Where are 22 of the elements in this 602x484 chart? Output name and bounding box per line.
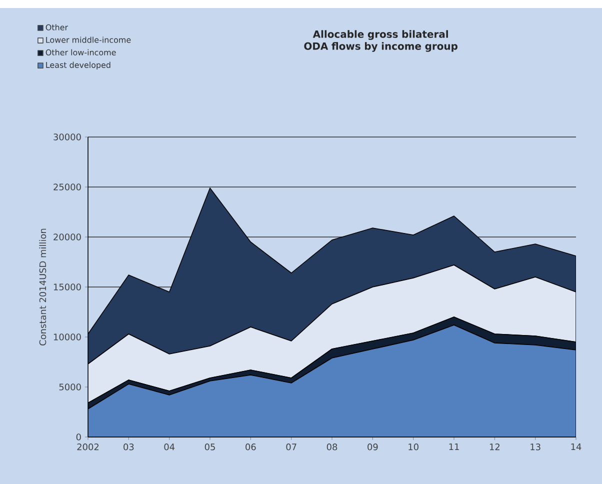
- x-tick-label: 12: [490, 444, 500, 450]
- x-tick-label: 08: [326, 444, 338, 450]
- x-tick-label: 14: [571, 444, 582, 450]
- x-tick-label: 10: [408, 444, 418, 450]
- x-tick-label: 13: [530, 444, 540, 450]
- y-tick-label: 20000: [54, 234, 81, 240]
- y-tick-label: 10000: [54, 334, 81, 340]
- chart-title: Allocable gross bilateral ODA flows by income group: [304, 30, 458, 52]
- y-axis-title: Constant 2014USD million: [39, 228, 46, 346]
- x-tick-label: 06: [246, 444, 256, 450]
- x-tick-label: 03: [124, 444, 134, 450]
- x-tick-label: 04: [164, 444, 175, 450]
- x-tick-label: 07: [286, 444, 296, 450]
- y-tick-label: 25000: [54, 184, 81, 190]
- x-tick-label: 2002: [77, 444, 99, 450]
- x-tick-label: 05: [204, 444, 215, 450]
- y-tick-label: 0: [76, 434, 81, 440]
- x-tick-label: 09: [368, 444, 378, 450]
- y-tick-label: 5000: [59, 384, 81, 390]
- y-tick-label: 15000: [54, 284, 81, 290]
- y-tick-label: 30000: [54, 134, 81, 140]
- x-tick-label: 11: [449, 444, 459, 450]
